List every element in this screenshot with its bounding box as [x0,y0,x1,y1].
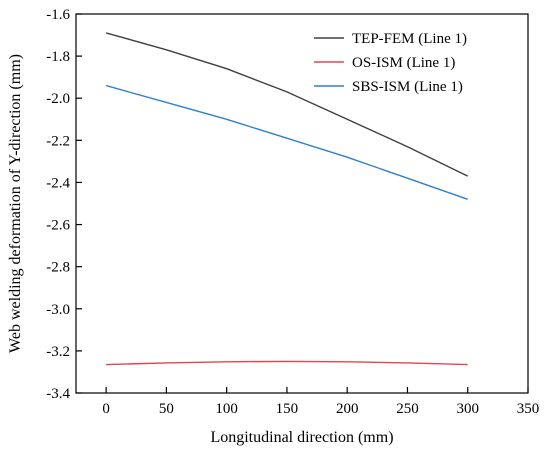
x-tick-label: 50 [159,401,174,417]
x-tick-label: 0 [102,401,110,417]
y-tick-label: -3.4 [46,386,70,402]
series-line [105,84,468,200]
series-line [106,360,468,366]
legend-label: OS-ISM (Line 1) [352,55,455,71]
x-tick-label: 200 [336,401,359,417]
y-tick-label: -3.2 [46,344,70,360]
legend-label: SBS-ISM (Line 1) [352,79,463,95]
x-tick-label: 150 [276,401,299,417]
x-tick-label: 350 [517,401,540,417]
x-tick-label: 100 [215,401,238,417]
y-tick-label: -1.8 [46,49,70,65]
y-tick-label: -1.6 [46,7,70,23]
y-tick-label: -2.4 [46,175,70,191]
plot-frame [75,13,529,394]
x-axis-title: Longitudinal direction (mm) [210,429,393,446]
y-tick-label: -2.6 [46,218,70,234]
x-tick-label: 250 [396,401,419,417]
legend-label: TEP-FEM (Line 1) [352,31,467,47]
y-axis: -1.6 -1.8 -2.0 -2.2 -2.4 -2.6 -2.8 -3.0 -3.2 -3.4 [46,7,82,402]
y-tick-label: -2.8 [46,260,70,276]
legend: TEP-FEM (Line 1) OS-ISM (Line 1) SBS-ISM (… [314,31,467,95]
y-tick-label: -2.2 [46,133,70,149]
y-tick-label: -3.0 [46,302,70,318]
y-axis-title: Web welding deformation of Y-direction (… [7,54,24,353]
y-tick-label: -2.0 [46,91,70,107]
x-axis: 0 50 100 150 200 250 300 350 [102,387,539,417]
series-layer [105,32,469,366]
x-tick-label: 300 [456,401,479,417]
series-line [105,32,469,177]
